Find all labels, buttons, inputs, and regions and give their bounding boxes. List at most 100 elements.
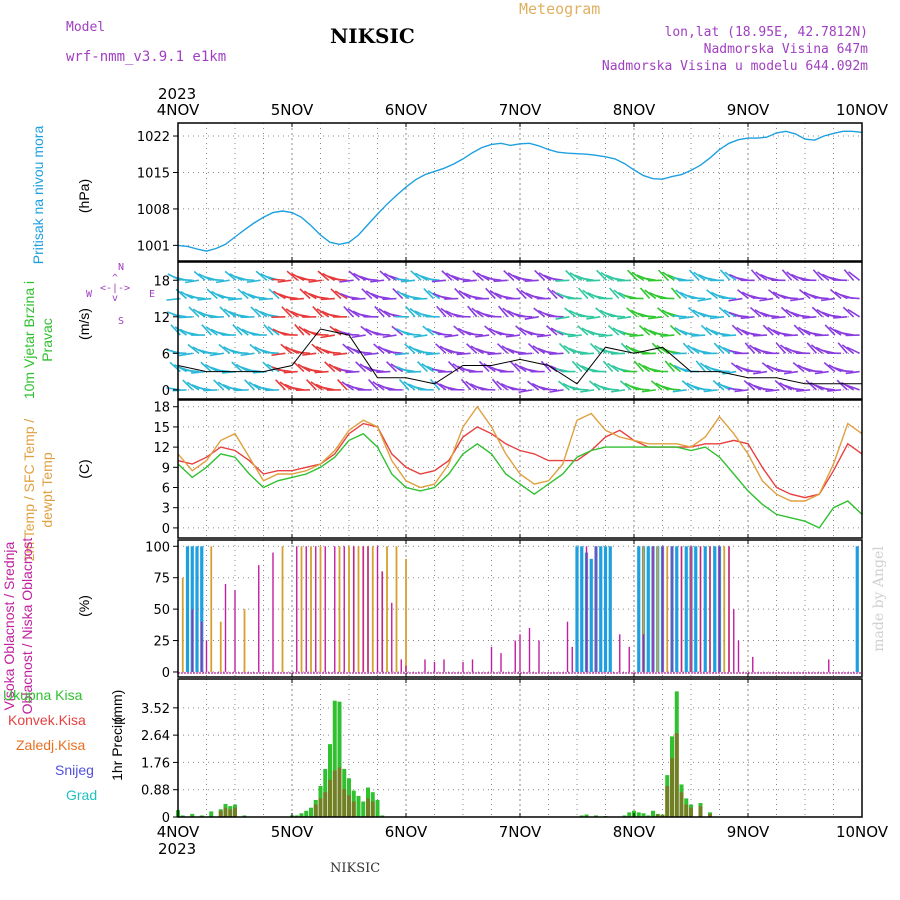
wind-arrow <box>786 271 799 281</box>
precip-bar <box>641 813 646 817</box>
wind-arrow <box>639 287 651 300</box>
wind-arrow <box>499 333 514 336</box>
wind-arrow <box>558 342 570 354</box>
wind-arrow <box>549 352 564 355</box>
wind-arrow <box>792 362 805 373</box>
wind-arrow <box>703 389 718 393</box>
y-tick-label: 12 <box>153 311 170 326</box>
wind-arrow <box>668 362 682 373</box>
wind-arrow <box>626 307 638 318</box>
precip-bar <box>313 804 318 817</box>
wind-arrow <box>263 323 274 336</box>
x-label-bottom: 9NOV <box>727 823 770 841</box>
wind-arrow <box>524 279 539 282</box>
precip-bar <box>655 814 660 817</box>
wind-arrow <box>450 350 465 355</box>
wind-arrow <box>810 344 824 354</box>
cloud-bar <box>462 661 464 672</box>
wind-arrow <box>672 389 687 393</box>
wind-arrow <box>436 305 447 318</box>
cloud-bar <box>362 546 364 672</box>
precip-bar <box>651 810 655 817</box>
wind-arrow <box>712 380 725 391</box>
precip-bar <box>347 795 351 817</box>
precip-bar <box>670 758 674 817</box>
wind-arrow <box>731 324 743 336</box>
cloud-bar <box>699 546 702 672</box>
wind-arrow <box>234 389 249 392</box>
cloud-bar <box>205 640 208 672</box>
x-label-bottom: 8NOV <box>613 823 656 841</box>
wind-arrow <box>345 370 360 374</box>
wind-arrow <box>687 344 700 354</box>
wind-arrow <box>329 325 342 336</box>
x-label-top: 5NOV <box>271 101 314 119</box>
cloud-bar <box>315 546 317 672</box>
precip-bar <box>299 813 304 817</box>
cloud-bar <box>733 609 735 672</box>
cloud-bar <box>519 634 521 672</box>
x-label-bottom: 7NOV <box>499 823 542 841</box>
cloud-bar <box>405 665 407 672</box>
wind-arrow <box>761 362 774 373</box>
wind-arrow <box>777 369 792 373</box>
cloud-bar <box>357 546 360 672</box>
precip-bar <box>674 733 679 817</box>
wind-arrow <box>453 325 465 336</box>
wind-arrow <box>172 313 187 318</box>
wind-arrow <box>203 389 218 392</box>
cloud-bar <box>580 546 584 672</box>
precip-bar <box>361 801 366 817</box>
cloud-bar <box>666 546 669 672</box>
wind-arrow <box>675 289 688 300</box>
wind-arrow <box>237 288 249 300</box>
wind-arrow <box>555 279 570 282</box>
wind-arrow <box>427 290 441 300</box>
wind-arrow <box>790 387 805 391</box>
cloud-bar <box>300 546 303 672</box>
wind-arrow <box>203 351 218 355</box>
wind-arrow <box>386 361 398 373</box>
wind-arrow <box>524 316 539 320</box>
wind-arrow <box>718 344 731 354</box>
precip-bar <box>646 815 651 817</box>
wind-arrow <box>484 325 496 336</box>
temp2m-line <box>177 422 863 499</box>
precip-bar <box>627 812 632 817</box>
wind-arrow <box>496 380 509 391</box>
wind-arrow <box>715 332 731 336</box>
compass-east: E <box>149 289 156 300</box>
wind-arrow <box>790 297 805 302</box>
wind-arrow <box>837 342 848 354</box>
wind-arrow <box>577 287 589 300</box>
wind-arrow <box>827 389 842 392</box>
cloud-bar <box>571 646 573 672</box>
wind-arrow <box>302 278 317 282</box>
wind-arrow <box>516 287 527 300</box>
wind-arrow <box>564 307 577 318</box>
wind-arrow <box>695 360 706 373</box>
cloud-bar <box>709 546 711 672</box>
precip-bar <box>636 812 641 817</box>
cloud-bar <box>671 546 673 672</box>
wind-arrow <box>283 370 298 374</box>
cloud-bar <box>628 646 630 672</box>
wind-arrow <box>249 343 262 354</box>
wind-arrow <box>691 334 706 337</box>
precip-bar <box>180 815 185 817</box>
wind-arrow <box>244 379 256 391</box>
wind-arrow <box>308 368 323 373</box>
model-label: Model <box>66 20 106 35</box>
cloud-bar <box>443 659 445 672</box>
wind-arrow <box>765 314 780 318</box>
y-tick-label: 18 <box>153 401 170 416</box>
wind-arrow <box>363 352 379 356</box>
wind-arrow <box>814 296 829 300</box>
wind-arrow <box>779 344 793 354</box>
wind-arrow <box>610 315 626 318</box>
compass-south: S <box>118 316 125 327</box>
precip-bar <box>698 806 703 817</box>
wind-arrow <box>718 306 731 318</box>
cloud-bar <box>281 546 284 672</box>
precip-bar <box>209 811 214 817</box>
